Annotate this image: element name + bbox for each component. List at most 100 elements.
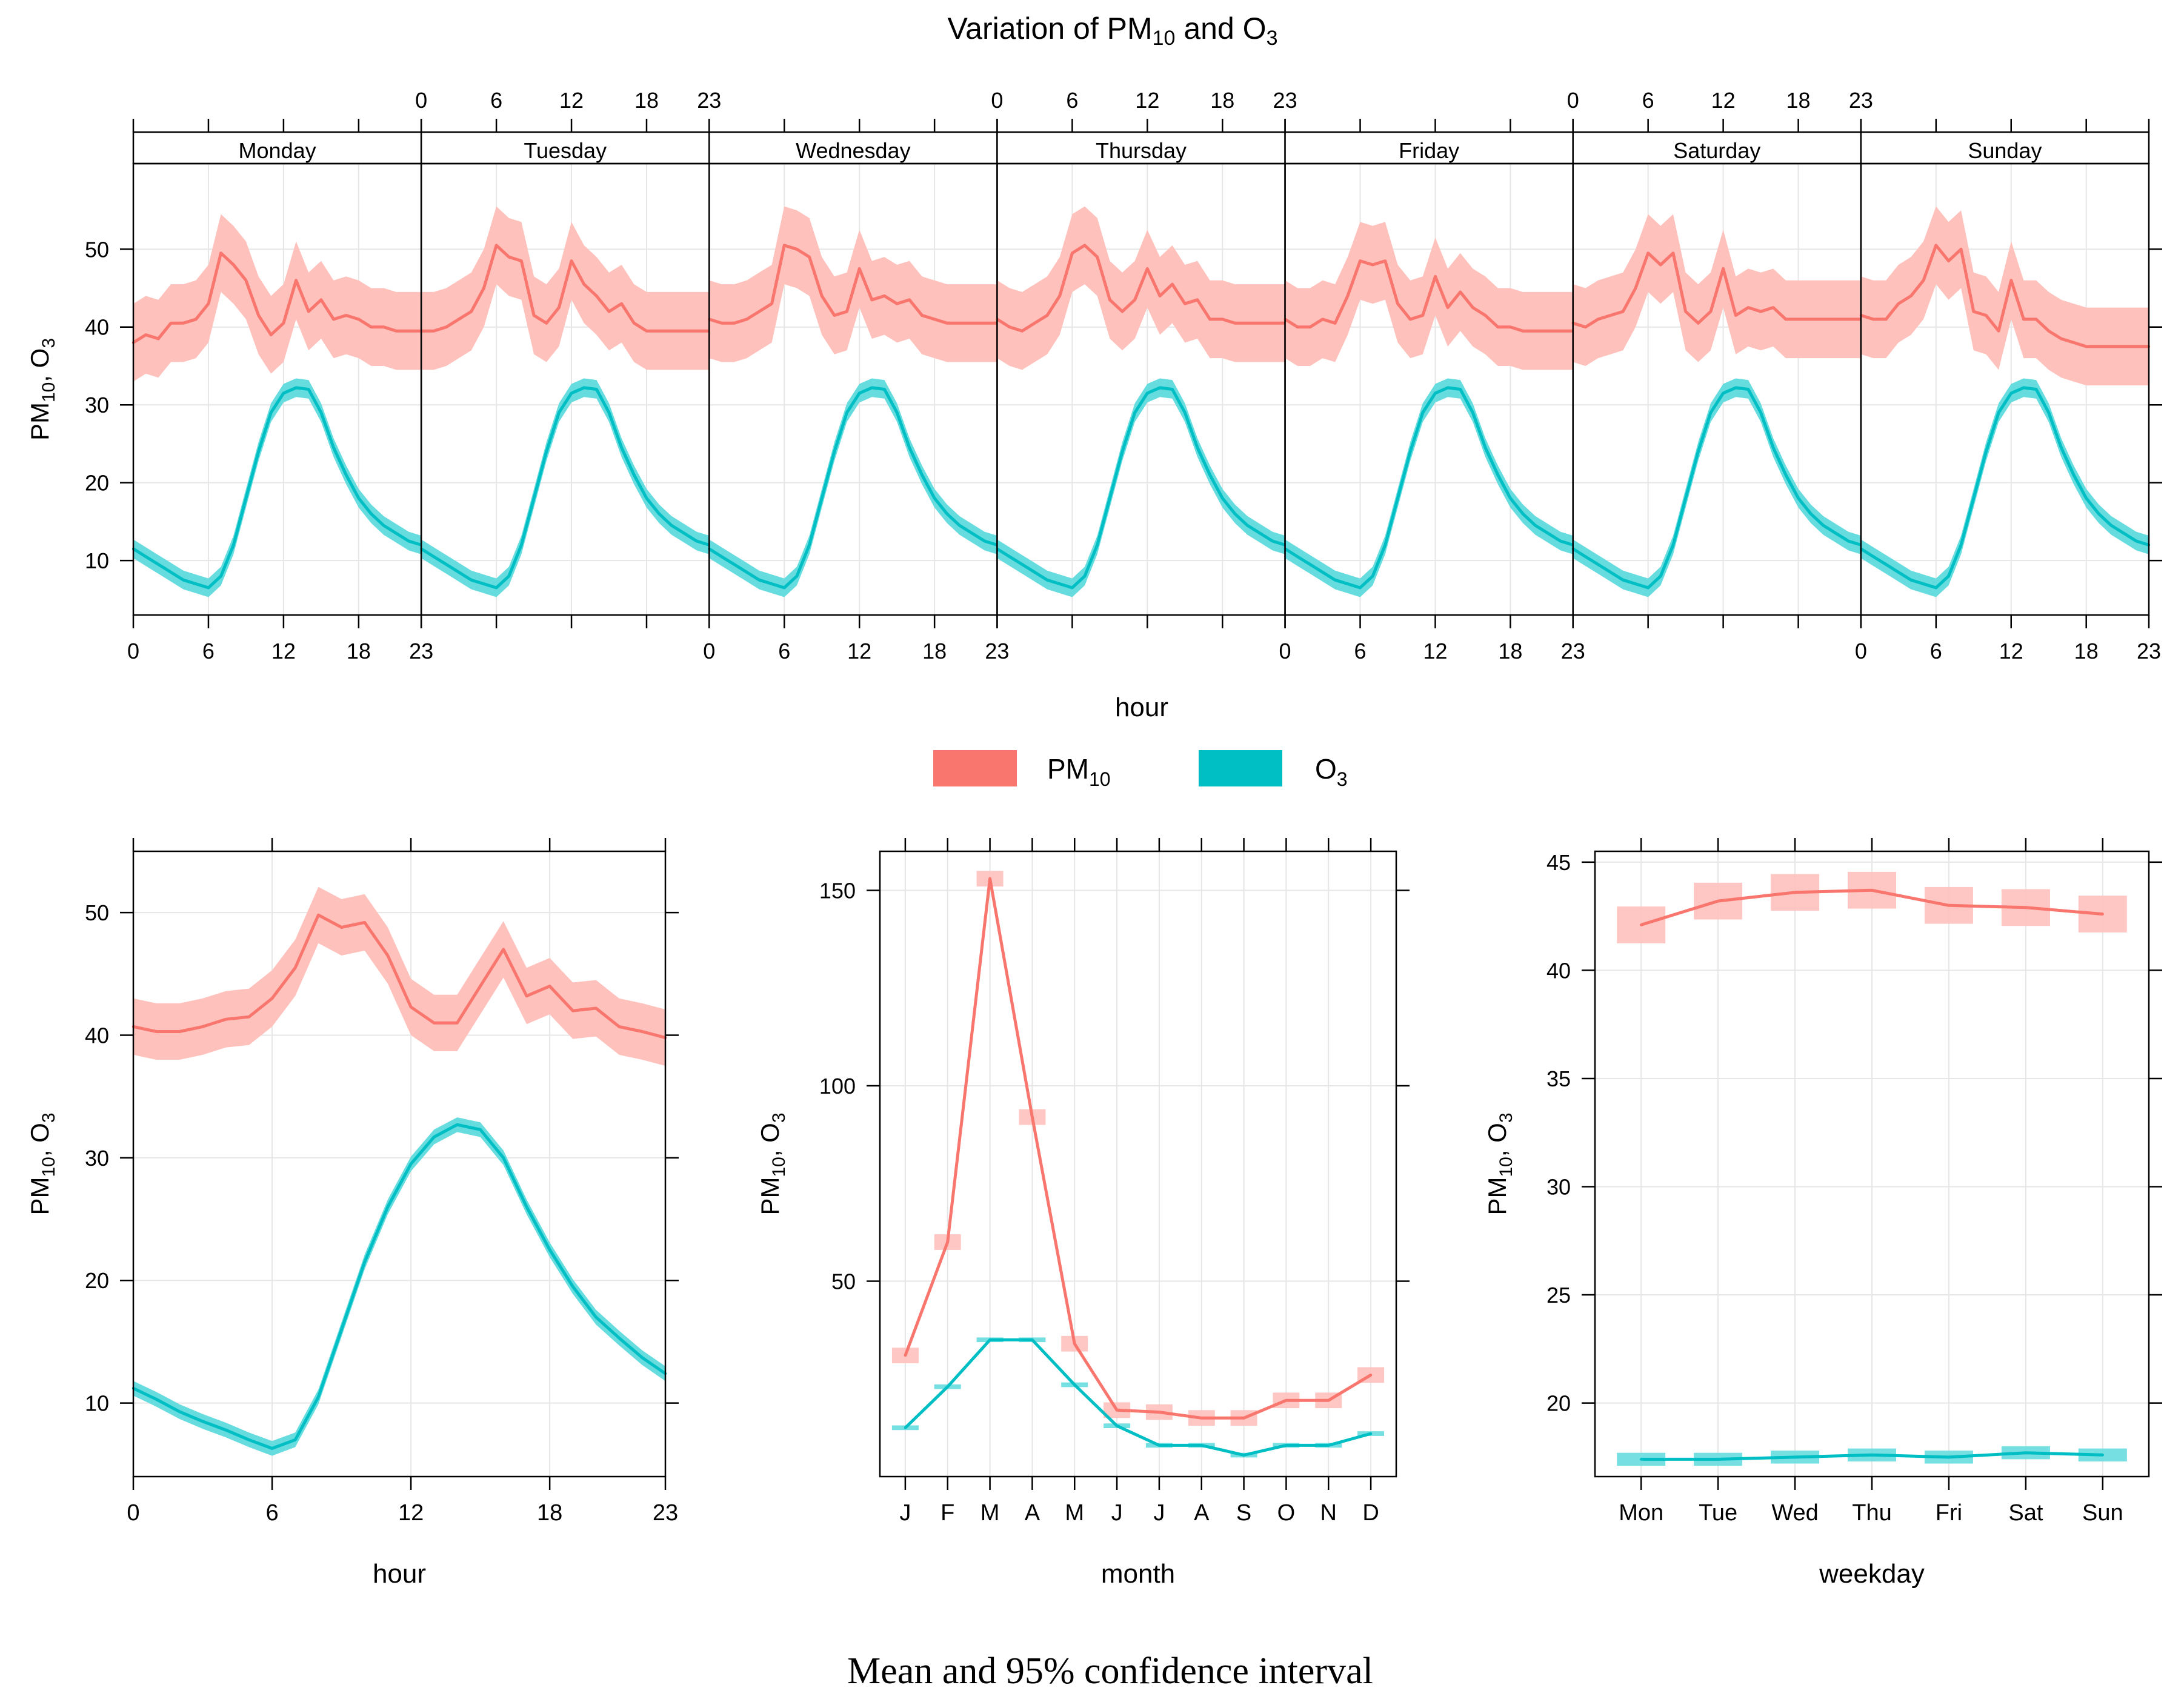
o3-point <box>1434 391 1437 395</box>
pm10-point <box>1058 294 1061 298</box>
o3-point <box>178 1410 181 1413</box>
o3-point <box>1369 1432 1373 1435</box>
pm10-line <box>1572 251 1861 329</box>
o3-point <box>1171 388 1174 391</box>
panel-tuesday: Tuesday 0 6 12 18 23 <box>415 88 721 628</box>
o3-line <box>1860 386 2149 590</box>
pm10-point <box>904 1354 907 1357</box>
o3-point <box>1233 512 1237 516</box>
o3-point <box>1346 582 1350 585</box>
o3-point <box>1847 539 1850 543</box>
pm10-point <box>1559 330 1562 333</box>
pm10-point <box>1184 302 1187 305</box>
o3-point <box>357 497 361 500</box>
pm10-point <box>921 314 924 317</box>
o3-point <box>970 531 974 535</box>
o3-point <box>409 1162 413 1166</box>
pm10-point <box>757 310 761 313</box>
o3-point <box>1246 524 1249 527</box>
o3-point <box>808 544 811 547</box>
x-axis-title: month <box>1101 1559 1175 1589</box>
pm10-point <box>432 330 435 333</box>
pm10-point <box>1584 325 1587 328</box>
o3-point <box>2034 388 2038 391</box>
pm10-point <box>479 985 482 988</box>
pm10-point <box>858 267 861 270</box>
strip-label: Friday <box>1399 138 1459 163</box>
pm10-point <box>1947 904 1951 907</box>
pm10-point <box>1784 317 1788 321</box>
o3-point <box>407 539 410 543</box>
o3-point <box>571 1285 574 1288</box>
o3-point <box>1922 582 1925 585</box>
pm10-point <box>502 948 505 951</box>
o3-point <box>1622 579 1625 582</box>
x-tick-label: N <box>1320 1500 1337 1526</box>
o3-point <box>1634 582 1637 585</box>
panel-grid <box>1572 164 1862 615</box>
o3-point <box>1334 579 1337 582</box>
pm10-point <box>1383 259 1387 262</box>
legend-swatch-o3 <box>1199 750 1282 786</box>
pm10-point <box>1793 891 1797 894</box>
y-tick-label: 45 <box>1546 850 1571 875</box>
o3-point <box>933 497 936 500</box>
pm10-point <box>1221 317 1224 321</box>
pm10-point <box>1709 310 1713 313</box>
pm10-point <box>1157 1411 1161 1414</box>
pm10-point <box>808 255 811 259</box>
o3-point <box>1959 544 1963 547</box>
x-tick-label: J <box>1153 1500 1165 1526</box>
panel-sunday: Sunday 0 6 12 18 23 <box>1855 119 2161 663</box>
panel-monday: Monday 0 6 12 18 23 <box>127 119 433 663</box>
x-tick-label: A <box>1025 1500 1040 1526</box>
o3-point <box>1031 1338 1034 1341</box>
o3-point <box>745 571 748 574</box>
pm10-point <box>1208 317 1211 321</box>
pm10-point <box>1834 317 1837 321</box>
pm10-point <box>1897 302 1900 305</box>
o3-points <box>1859 386 2151 590</box>
pm10-point <box>1722 267 1725 270</box>
x-tick-label: Sat <box>2008 1500 2043 1526</box>
pm10-point <box>219 251 222 254</box>
pm10-point <box>1020 330 1024 333</box>
pm10-point <box>548 985 551 988</box>
x-tick-label: 18 <box>922 639 947 663</box>
panel-grid <box>133 164 422 615</box>
o3-point <box>641 1356 644 1359</box>
pm10-point <box>1200 1417 1204 1420</box>
pm10-point <box>633 322 636 325</box>
pm10-point <box>1885 317 1888 321</box>
o3-point <box>1221 497 1224 500</box>
pm10-point <box>1008 325 1011 328</box>
o3-point <box>1759 411 1762 414</box>
o3-point <box>532 497 536 500</box>
x-tick-label: S <box>1236 1500 1251 1526</box>
legend: PM10 O3 <box>933 750 1348 790</box>
pm10-point <box>169 322 173 325</box>
o3-point <box>1697 450 1700 453</box>
o3-point <box>157 563 160 566</box>
o3-point <box>1208 473 1211 476</box>
x-tick-label: 6 <box>1930 639 1942 663</box>
pm10-point <box>363 921 366 924</box>
pm10-point <box>445 325 448 328</box>
pm10-point <box>1242 1417 1245 1420</box>
x-tick-label: 23 <box>985 639 1009 663</box>
pm10-point <box>1396 302 1399 305</box>
x-tick-label: 18 <box>2074 639 2099 663</box>
pm10-point <box>1233 322 1237 325</box>
o3-point <box>1640 1458 1643 1461</box>
pm10-point <box>2024 906 2028 909</box>
pm10-point <box>409 1005 413 1009</box>
o3-point <box>1359 586 1362 590</box>
o3-point <box>1158 386 1162 390</box>
x-tick-label: 6 <box>490 88 502 113</box>
o3-point <box>1409 450 1412 453</box>
x-tick-label: 18 <box>1786 88 1811 113</box>
x-tick-label: D <box>1362 1500 1379 1526</box>
panel-saturday: Saturday 0 6 12 18 23 <box>1567 88 1873 628</box>
o3-point <box>1396 497 1399 500</box>
